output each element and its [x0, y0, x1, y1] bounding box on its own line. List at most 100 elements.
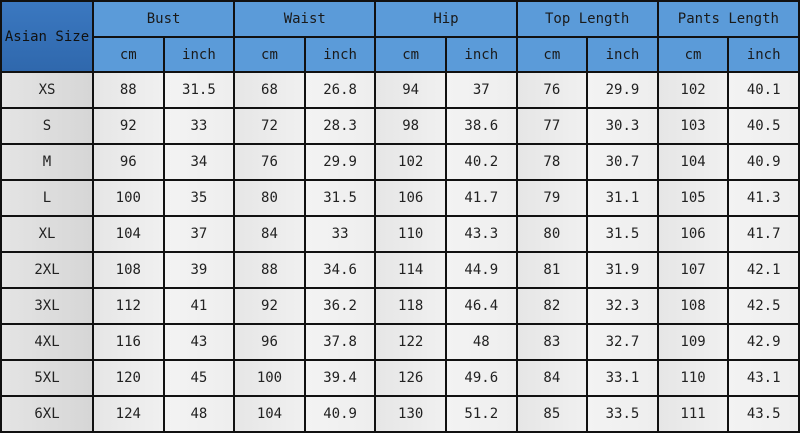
- table-cell: 44.9: [444, 251, 518, 289]
- table-cell: 40.2: [444, 143, 518, 181]
- table-cell: 26.8: [303, 71, 377, 109]
- table-cell: 30.3: [586, 107, 659, 145]
- table-cell: 98: [374, 107, 447, 145]
- table-cell: 120: [92, 359, 165, 397]
- table-cell: 28.3: [303, 107, 377, 145]
- table-cell: 104: [233, 395, 306, 433]
- table-cell: 100: [233, 359, 306, 397]
- table-cell: 72: [233, 107, 306, 145]
- header-unit-inch: inch: [303, 36, 377, 73]
- table-cell: 122: [374, 323, 447, 361]
- size-label: L: [0, 179, 94, 217]
- table-cell: 40.9: [727, 143, 800, 181]
- table-cell: 40.9: [303, 395, 377, 433]
- size-label: 3XL: [0, 287, 94, 325]
- table-cell: 79: [515, 179, 589, 217]
- table-cell: 35: [162, 179, 236, 217]
- header-unit-inch: inch: [727, 36, 800, 73]
- table-cell: 84: [233, 215, 306, 253]
- table-cell: 41.7: [444, 179, 518, 217]
- header-unit-cm: cm: [233, 36, 306, 73]
- table-cell: 39.4: [303, 359, 377, 397]
- table-row: S 92 33 72 28.3 98 38.6 77 30.3 103 40.5: [0, 107, 800, 145]
- table-cell: 41: [162, 287, 236, 325]
- table-cell: 31.5: [586, 215, 659, 253]
- table-row: 2XL 108 39 88 34.6 114 44.9 81 31.9 107 42.1: [0, 251, 800, 289]
- table-cell: 108: [92, 251, 165, 289]
- size-label: 4XL: [0, 323, 94, 361]
- table-cell: 84: [515, 359, 589, 397]
- table-cell: 36.2: [303, 287, 377, 325]
- table-cell: 104: [656, 143, 730, 181]
- table-cell: 116: [92, 323, 165, 361]
- size-label: 5XL: [0, 359, 94, 397]
- table-cell: 92: [92, 107, 165, 145]
- table-cell: 31.9: [586, 251, 659, 289]
- table-cell: 104: [92, 215, 165, 253]
- table-cell: 107: [656, 251, 730, 289]
- table-cell: 96: [92, 143, 165, 181]
- table-row: XL 104 37 84 33 110 43.3 80 31.5 106 41.7: [0, 215, 800, 253]
- table-cell: 92: [233, 287, 306, 325]
- table-cell: 81: [515, 251, 589, 289]
- table-cell: 80: [233, 179, 306, 217]
- table-row: 4XL 116 43 96 37.8 122 48 83 32.7 109 42.9: [0, 323, 800, 361]
- table-cell: 39: [162, 251, 236, 289]
- header-unit-cm: cm: [515, 36, 589, 73]
- table-cell: 31.5: [303, 179, 377, 217]
- table-cell: 37: [444, 71, 518, 109]
- table-cell: 33: [162, 107, 236, 145]
- table-cell: 42.9: [727, 323, 800, 361]
- table-cell: 31.1: [586, 179, 659, 217]
- header-unit-cm: cm: [374, 36, 447, 73]
- table-cell: 33.5: [586, 395, 659, 433]
- header-unit-inch: inch: [586, 36, 659, 73]
- table-cell: 108: [656, 287, 730, 325]
- table-cell: 110: [374, 215, 447, 253]
- table-cell: 102: [374, 143, 447, 181]
- header-group-hip: Hip: [374, 0, 518, 38]
- table-cell: 112: [92, 287, 165, 325]
- table-row: M 96 34 76 29.9 102 40.2 78 30.7 104 40.9: [0, 143, 800, 181]
- table-cell: 42.1: [727, 251, 800, 289]
- table-cell: 32.3: [586, 287, 659, 325]
- header-unit-inch: inch: [162, 36, 236, 73]
- table-cell: 102: [656, 71, 730, 109]
- table-cell: 111: [656, 395, 730, 433]
- table-cell: 45: [162, 359, 236, 397]
- table-cell: 77: [515, 107, 589, 145]
- table-cell: 46.4: [444, 287, 518, 325]
- table-cell: 82: [515, 287, 589, 325]
- table-cell: 118: [374, 287, 447, 325]
- size-label: 2XL: [0, 251, 94, 289]
- table-row: XS 88 31.5 68 26.8 94 37 76 29.9 102 40.1: [0, 71, 800, 109]
- table-cell: 41.3: [727, 179, 800, 217]
- table-cell: 110: [656, 359, 730, 397]
- table-cell: 126: [374, 359, 447, 397]
- size-label: 6XL: [0, 395, 94, 433]
- header-group-top-length: Top Length: [515, 0, 659, 38]
- table-cell: 41.7: [727, 215, 800, 253]
- table-cell: 40.1: [727, 71, 800, 109]
- table-cell: 100: [92, 179, 165, 217]
- table-cell: 105: [656, 179, 730, 217]
- table-cell: 124: [92, 395, 165, 433]
- size-label: XS: [0, 71, 94, 109]
- table-cell: 88: [233, 251, 306, 289]
- size-label: S: [0, 107, 94, 145]
- table-cell: 37: [162, 215, 236, 253]
- table-cell: 40.5: [727, 107, 800, 145]
- table-cell: 76: [233, 143, 306, 181]
- table-row: 6XL 124 48 104 40.9 130 51.2 85 33.5 111 43.5: [0, 395, 800, 433]
- table-cell: 43: [162, 323, 236, 361]
- table-row: L 100 35 80 31.5 106 41.7 79 31.1 105 41.3: [0, 179, 800, 217]
- table-cell: 33: [303, 215, 377, 253]
- table-cell: 32.7: [586, 323, 659, 361]
- table-cell: 85: [515, 395, 589, 433]
- table-cell: 106: [374, 179, 447, 217]
- table-cell: 76: [515, 71, 589, 109]
- table-cell: 34: [162, 143, 236, 181]
- header-group-bust: Bust: [91, 0, 236, 38]
- table-row: 5XL 120 45 100 39.4 126 49.6 84 33.1 110 43.1: [0, 359, 800, 397]
- table-cell: 68: [233, 71, 306, 109]
